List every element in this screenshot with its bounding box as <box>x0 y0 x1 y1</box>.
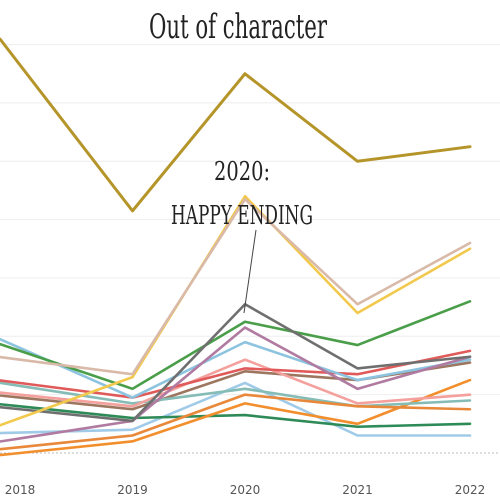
series-line-6 <box>0 326 472 443</box>
x-tick-label: 2019 <box>117 483 148 497</box>
x-tick-label: 2021 <box>342 483 373 497</box>
series-lines <box>0 37 472 457</box>
series-line-10 <box>0 393 472 451</box>
x-tick-label: 2022 <box>455 483 486 497</box>
annotation-line-2: HAPPY ENDING <box>171 201 313 231</box>
x-tick-label: 2020 <box>230 483 261 497</box>
series-line-4 <box>0 302 472 423</box>
series-line-1 <box>0 37 472 213</box>
series-line-14 <box>0 402 472 429</box>
x-axis-tick-labels: 2018 2019 2020 2021 2022 <box>5 483 486 497</box>
series-line-7 <box>0 337 472 399</box>
series-line-11 <box>0 381 472 408</box>
series-line-8 <box>0 349 472 399</box>
gridlines <box>0 44 500 396</box>
series-line-13 <box>0 378 472 457</box>
x-tick-label: 2018 <box>5 483 36 497</box>
series-line-2 <box>0 197 472 376</box>
series-line-15 <box>0 381 472 437</box>
series-line-5 <box>0 300 472 391</box>
annotation-line-1: 2020: <box>214 157 270 187</box>
chart-title: Out of character <box>149 7 327 47</box>
annotation-pointer-line <box>243 229 257 314</box>
